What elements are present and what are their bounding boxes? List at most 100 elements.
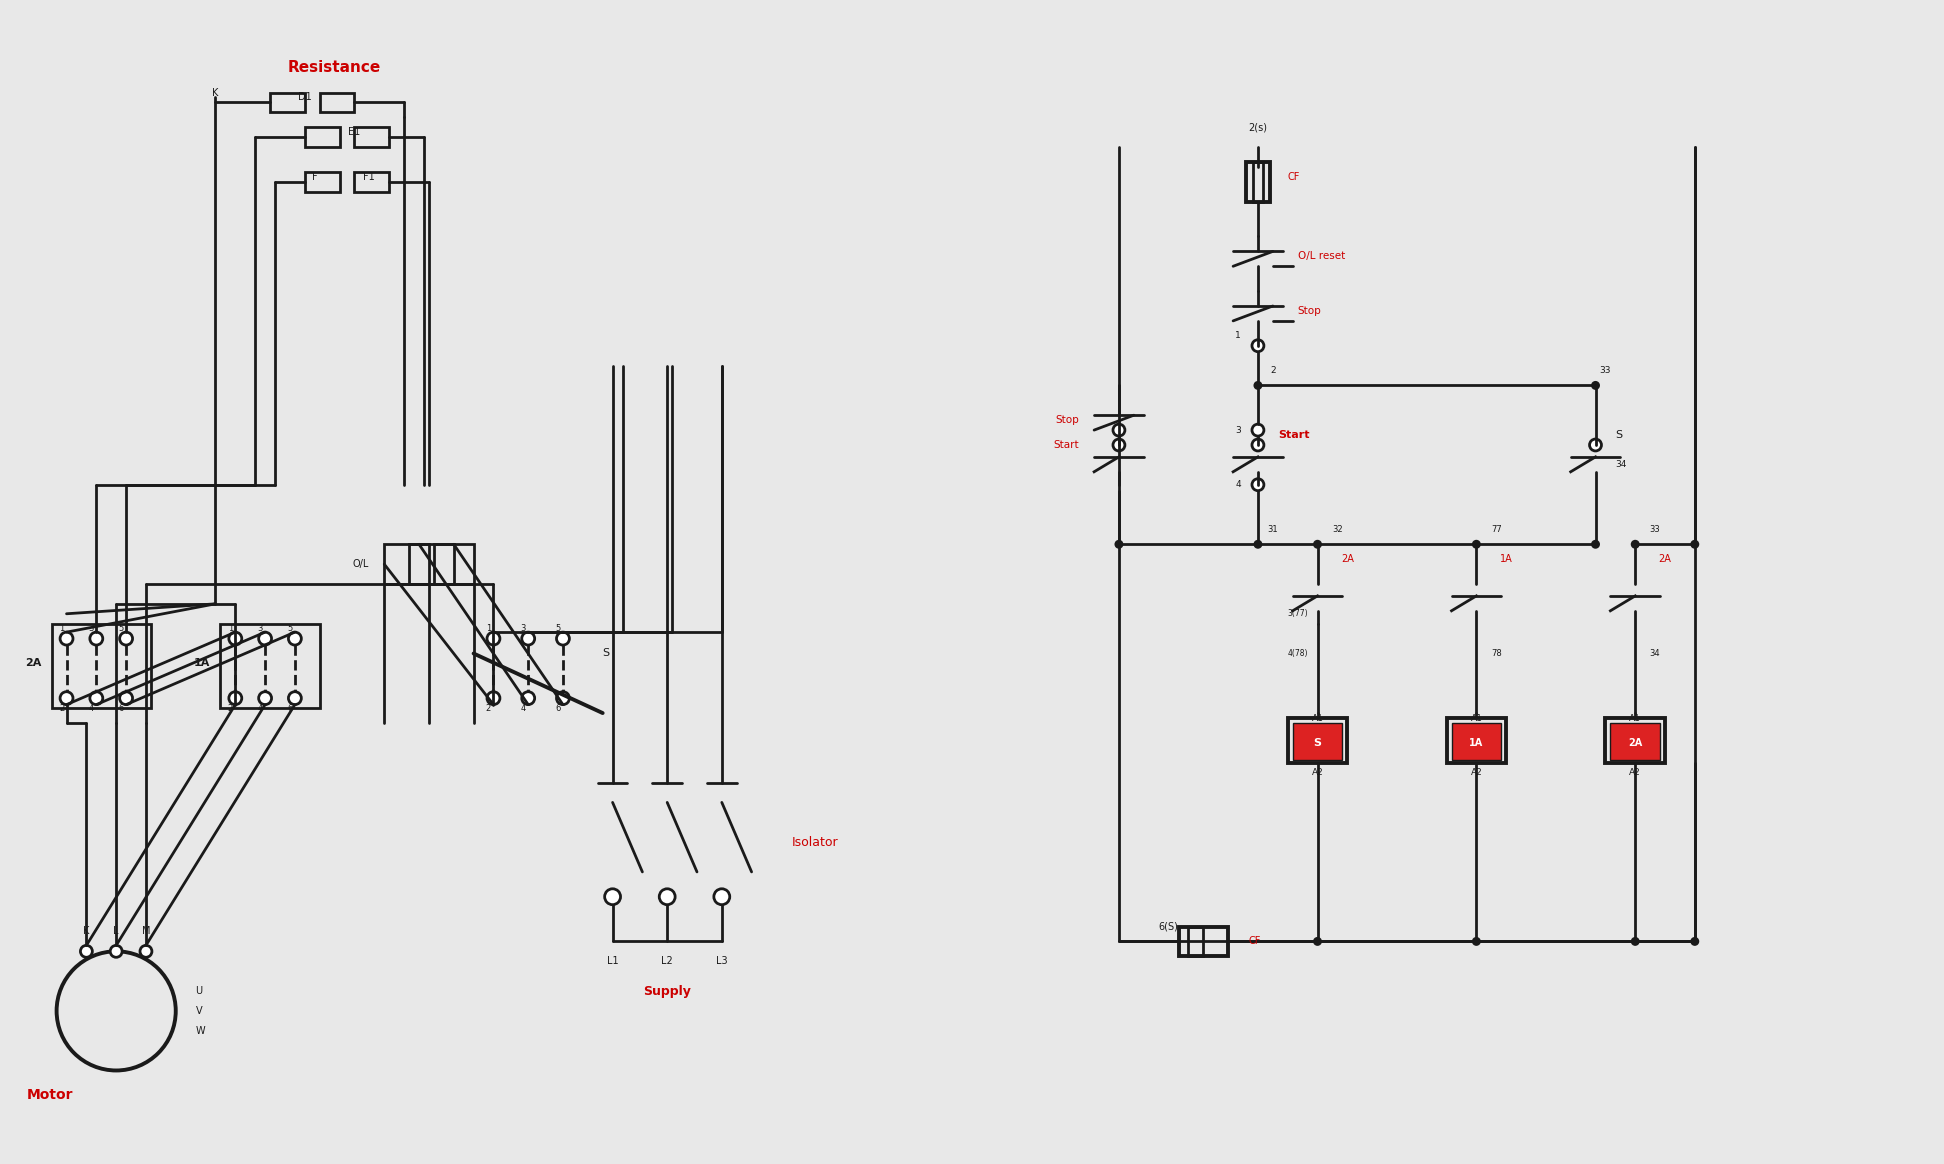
Circle shape <box>659 889 675 904</box>
Text: 4: 4 <box>521 703 527 712</box>
Circle shape <box>1590 381 1600 390</box>
Text: 6: 6 <box>556 703 560 712</box>
Circle shape <box>488 691 500 704</box>
Text: A2: A2 <box>1470 768 1481 778</box>
Text: 33: 33 <box>1600 365 1612 375</box>
Text: 4(78): 4(78) <box>1287 650 1308 658</box>
Circle shape <box>1252 340 1264 352</box>
Bar <box>1452 723 1501 760</box>
Circle shape <box>1631 540 1639 548</box>
Circle shape <box>60 632 74 645</box>
Text: F: F <box>311 172 317 182</box>
Text: L3: L3 <box>715 957 727 966</box>
Text: 1A: 1A <box>1499 554 1512 565</box>
Circle shape <box>1691 937 1699 946</box>
Text: CF: CF <box>1287 172 1301 182</box>
Text: 2(s): 2(s) <box>1248 122 1267 133</box>
Text: 2: 2 <box>58 703 64 712</box>
Text: 6(S): 6(S) <box>1159 922 1178 931</box>
Text: A1: A1 <box>1629 714 1641 723</box>
Circle shape <box>1254 381 1262 390</box>
Circle shape <box>556 691 570 704</box>
Circle shape <box>556 632 570 645</box>
Text: Stop: Stop <box>1056 416 1079 425</box>
Circle shape <box>1252 478 1264 491</box>
Text: 2: 2 <box>486 703 492 712</box>
Text: F1: F1 <box>364 172 375 182</box>
Bar <box>305 127 340 147</box>
Text: K: K <box>84 927 89 937</box>
Text: 2: 2 <box>1269 365 1275 375</box>
Text: U: U <box>196 986 202 996</box>
Bar <box>408 545 430 584</box>
Text: 6: 6 <box>288 703 294 712</box>
Bar <box>1254 162 1264 201</box>
Circle shape <box>1590 439 1602 450</box>
Text: 5: 5 <box>119 624 124 633</box>
Text: 2A: 2A <box>1341 554 1353 565</box>
Text: Isolator: Isolator <box>791 836 838 849</box>
Circle shape <box>111 945 122 957</box>
Text: L2: L2 <box>661 957 673 966</box>
Bar <box>319 92 354 113</box>
Circle shape <box>1472 937 1481 946</box>
Text: 5: 5 <box>288 624 292 633</box>
Text: 77: 77 <box>1491 525 1501 534</box>
Text: 3: 3 <box>1234 426 1240 434</box>
Text: W: W <box>196 1025 206 1036</box>
Text: Supply: Supply <box>643 985 692 998</box>
Circle shape <box>60 691 74 704</box>
Text: Start: Start <box>1277 430 1310 440</box>
Bar <box>1246 162 1269 201</box>
Circle shape <box>259 632 272 645</box>
Text: 3: 3 <box>89 624 93 633</box>
Text: 34: 34 <box>1615 460 1627 469</box>
Text: A2: A2 <box>1312 768 1324 778</box>
Circle shape <box>1252 439 1264 450</box>
Text: 3: 3 <box>521 624 527 633</box>
Text: V: V <box>196 1006 202 1016</box>
Text: CF: CF <box>1248 936 1260 946</box>
Bar <box>1287 718 1347 762</box>
Circle shape <box>1114 439 1126 450</box>
Bar <box>1188 927 1203 957</box>
Bar <box>1178 927 1229 957</box>
Text: K: K <box>212 87 218 98</box>
Bar <box>354 127 389 147</box>
Text: S: S <box>1615 430 1623 440</box>
Text: L1: L1 <box>607 957 618 966</box>
Circle shape <box>89 691 103 704</box>
Text: O/L: O/L <box>354 559 369 569</box>
Text: 3: 3 <box>257 624 262 633</box>
Text: A1: A1 <box>1470 714 1483 723</box>
Bar <box>354 172 389 192</box>
Circle shape <box>1312 937 1322 946</box>
Circle shape <box>1114 424 1126 436</box>
Circle shape <box>121 632 132 645</box>
Text: 2A: 2A <box>25 659 41 668</box>
Text: Start: Start <box>1054 440 1079 450</box>
Text: 2: 2 <box>227 703 233 712</box>
Circle shape <box>288 632 301 645</box>
Circle shape <box>1472 540 1481 548</box>
Text: S: S <box>603 648 610 659</box>
Text: L: L <box>113 927 119 937</box>
Text: 78: 78 <box>1491 650 1501 658</box>
Circle shape <box>1252 424 1264 436</box>
Circle shape <box>521 691 535 704</box>
Text: S: S <box>1314 738 1322 747</box>
Text: O/L reset: O/L reset <box>1299 251 1345 262</box>
Bar <box>434 545 453 584</box>
Circle shape <box>521 632 535 645</box>
Text: A2: A2 <box>1629 768 1641 778</box>
Text: 31: 31 <box>1267 525 1277 534</box>
Text: D1: D1 <box>297 92 311 102</box>
Circle shape <box>1254 540 1262 548</box>
Text: 1: 1 <box>486 624 492 633</box>
Bar <box>1446 718 1507 762</box>
Text: 32: 32 <box>1332 525 1343 534</box>
Text: 1: 1 <box>227 624 233 633</box>
Bar <box>270 92 305 113</box>
Text: Stop: Stop <box>1299 306 1322 315</box>
Circle shape <box>605 889 620 904</box>
